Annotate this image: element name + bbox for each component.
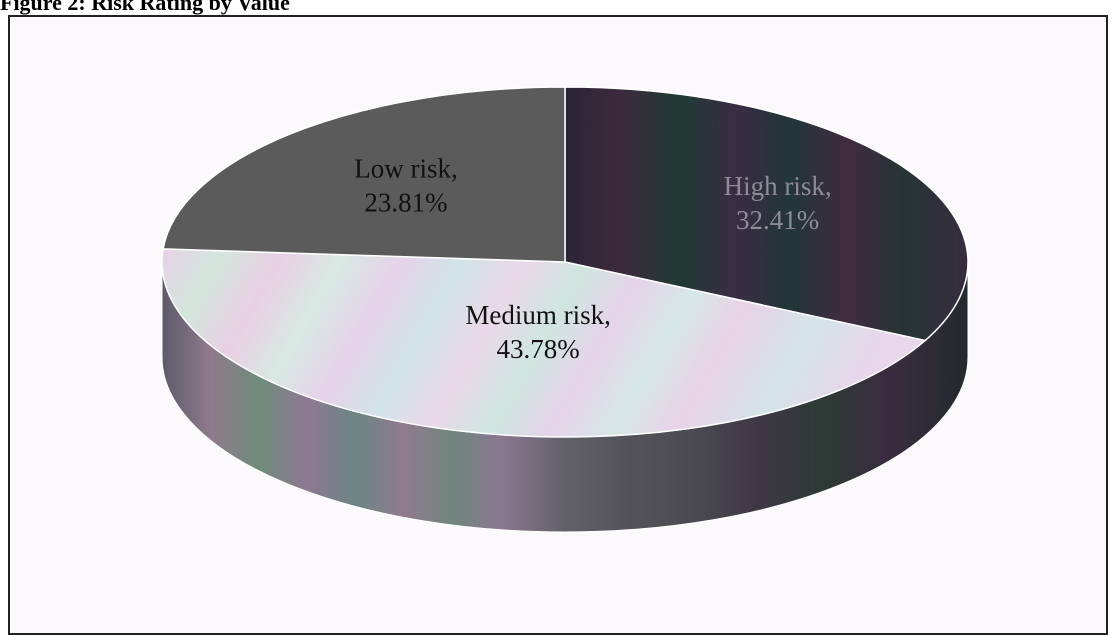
pie-slice-high-risk	[564, 86, 969, 342]
slice-label-medium-risk: Medium risk, 43.78%	[465, 300, 611, 364]
slice-label-high-risk: High risk, 32.41%	[724, 171, 832, 235]
figure-title: Figure 2: Risk Rating by Value	[0, 0, 290, 15]
chart-frame: High risk, 32.41% Medium risk, 43.78% Low ri…	[8, 15, 1108, 635]
pie-chart: High risk, 32.41% Medium risk, 43.78% Low ri…	[161, 86, 969, 533]
pie-group: High risk, 32.41% Medium risk, 43.78% Low ri…	[161, 86, 969, 533]
slice-label-low-risk: Low risk, 23.81%	[354, 154, 458, 218]
pie-slice-low-risk	[162, 86, 566, 263]
pie-slice-medium-risk	[161, 248, 927, 438]
